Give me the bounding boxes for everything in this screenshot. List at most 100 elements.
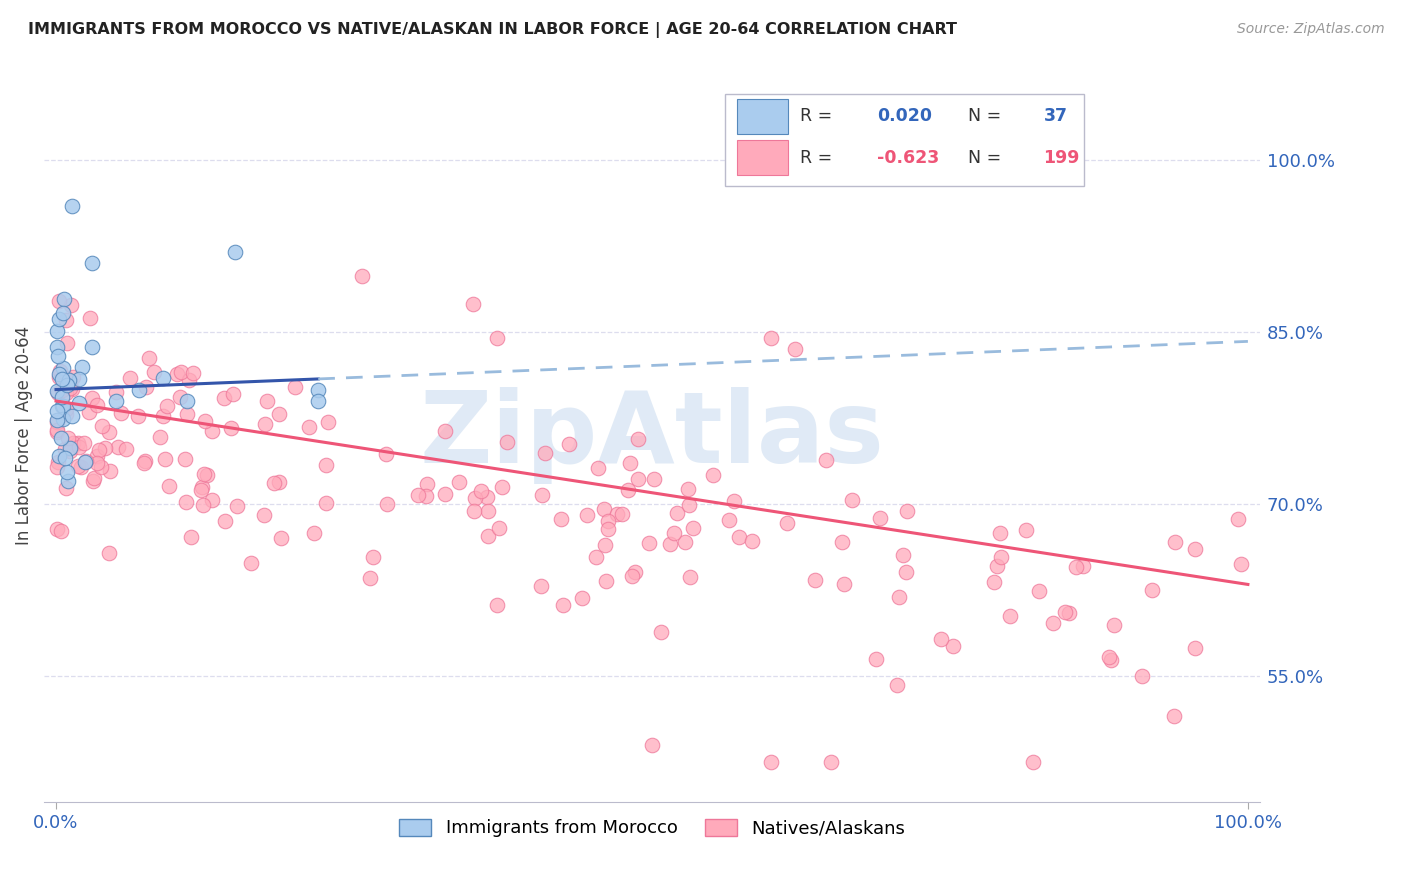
- Point: [70, 359, 93, 374]
- Point: [239, 556, 262, 570]
- Point: [48, 449, 70, 463]
- Point: [180, 530, 202, 544]
- Point: [831, 535, 853, 549]
- Point: [132, 456, 155, 470]
- Point: [226, 499, 249, 513]
- Point: [1227, 512, 1250, 526]
- Point: [46, 324, 69, 338]
- Point: [491, 479, 513, 493]
- Point: [717, 513, 740, 527]
- Text: -0.623: -0.623: [877, 149, 939, 167]
- Point: [463, 504, 485, 518]
- Point: [94, 442, 117, 456]
- Point: [52, 293, 75, 307]
- Point: [194, 414, 217, 428]
- Point: [46, 385, 69, 400]
- Point: [682, 521, 704, 535]
- Point: [134, 454, 156, 468]
- Point: [486, 598, 509, 612]
- Point: [170, 365, 193, 379]
- Point: [1042, 616, 1064, 631]
- Point: [53, 451, 76, 466]
- Point: [181, 367, 204, 381]
- Point: [359, 570, 381, 584]
- Point: [298, 420, 321, 434]
- Point: [415, 489, 437, 503]
- Point: [598, 522, 620, 536]
- Text: N =: N =: [969, 107, 1007, 126]
- Point: [157, 479, 180, 493]
- Text: R =: R =: [800, 149, 838, 167]
- Point: [728, 530, 751, 544]
- Point: [46, 423, 69, 437]
- Point: [1230, 557, 1253, 571]
- Point: [759, 331, 782, 345]
- Point: [1140, 583, 1163, 598]
- Point: [193, 498, 215, 512]
- Point: [107, 440, 129, 454]
- Point: [638, 536, 661, 550]
- Point: [267, 407, 290, 421]
- Point: [263, 475, 285, 490]
- Point: [1130, 669, 1153, 683]
- Point: [723, 494, 745, 508]
- Point: [665, 506, 688, 520]
- Point: [1102, 618, 1125, 632]
- Point: [52, 306, 75, 320]
- Point: [676, 482, 699, 496]
- Point: [214, 514, 236, 528]
- Point: [176, 407, 198, 421]
- FancyBboxPatch shape: [737, 140, 789, 175]
- Point: [82, 340, 104, 354]
- Text: 0.020: 0.020: [877, 107, 932, 126]
- Point: [55, 371, 77, 385]
- Point: [176, 394, 198, 409]
- Legend: Immigrants from Morocco, Natives/Alaskans: Immigrants from Morocco, Natives/Alaskan…: [391, 812, 912, 845]
- Point: [75, 454, 97, 468]
- Point: [46, 522, 69, 536]
- Point: [59, 381, 82, 395]
- Point: [650, 624, 672, 639]
- Point: [814, 453, 837, 467]
- Point: [52, 412, 75, 426]
- Point: [118, 371, 141, 385]
- Point: [986, 559, 1008, 574]
- Point: [433, 424, 456, 438]
- Point: [55, 386, 77, 401]
- Point: [127, 409, 149, 424]
- Point: [86, 398, 108, 412]
- Point: [59, 443, 82, 458]
- Point: [759, 755, 782, 769]
- Point: [254, 417, 277, 432]
- Point: [307, 394, 329, 409]
- Point: [49, 431, 72, 445]
- Point: [477, 529, 499, 543]
- Point: [67, 440, 90, 454]
- Point: [190, 483, 212, 497]
- Point: [576, 508, 599, 523]
- Point: [1099, 653, 1122, 667]
- Point: [679, 570, 702, 584]
- Point: [48, 311, 70, 326]
- Point: [60, 199, 83, 213]
- Point: [82, 474, 104, 488]
- Point: [623, 565, 645, 579]
- Point: [865, 652, 887, 666]
- Point: [58, 475, 80, 489]
- Point: [775, 516, 797, 530]
- Point: [803, 573, 825, 587]
- Point: [80, 392, 103, 406]
- Point: [592, 501, 614, 516]
- Point: [201, 424, 224, 438]
- FancyBboxPatch shape: [737, 99, 789, 134]
- Point: [619, 456, 641, 470]
- Point: [887, 590, 910, 604]
- Point: [79, 310, 101, 325]
- Point: [97, 546, 120, 560]
- Point: [55, 481, 77, 495]
- Point: [627, 432, 650, 446]
- Point: [485, 331, 508, 345]
- Point: [46, 415, 69, 429]
- Point: [193, 467, 215, 482]
- Point: [896, 565, 918, 579]
